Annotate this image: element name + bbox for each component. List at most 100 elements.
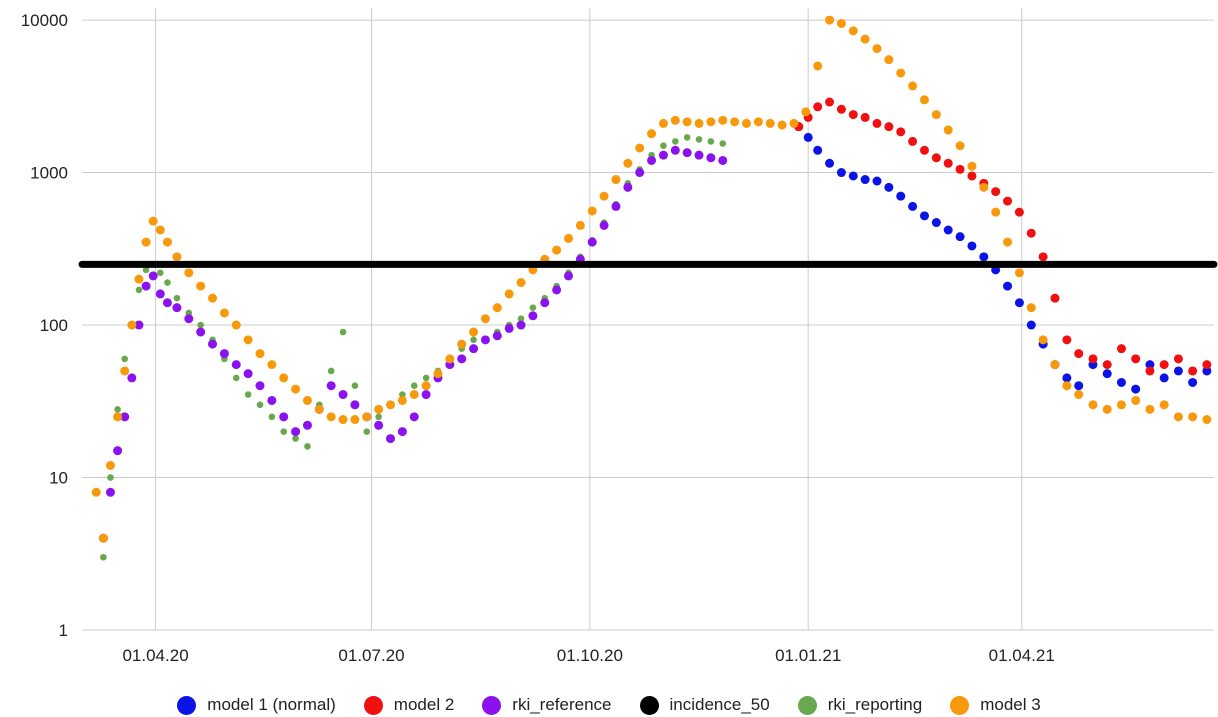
legend-item[interactable]: rki_reference	[482, 695, 612, 715]
data-point	[504, 323, 514, 333]
data-point	[860, 34, 870, 44]
data-point	[1145, 360, 1155, 370]
data-point	[967, 241, 977, 251]
data-point	[967, 171, 977, 181]
data-point	[326, 412, 336, 422]
data-point	[516, 320, 526, 330]
data-point	[955, 164, 965, 174]
data-point	[825, 97, 835, 107]
data-point	[896, 127, 906, 137]
data-point	[1159, 400, 1169, 410]
data-point	[421, 381, 431, 391]
data-point	[148, 271, 158, 281]
data-point	[409, 390, 419, 400]
data-point	[1102, 404, 1112, 414]
data-point	[1074, 381, 1084, 391]
data-point	[1202, 415, 1212, 425]
x-tick-label: 01.01.21	[775, 646, 841, 665]
x-tick-label: 01.10.20	[557, 646, 623, 665]
data-point	[682, 148, 692, 158]
legend-item[interactable]: model 1 (normal)	[177, 695, 336, 715]
data-point	[279, 373, 289, 383]
data-point	[141, 281, 151, 291]
data-point	[351, 382, 359, 390]
data-point	[279, 412, 289, 422]
data-point	[121, 355, 129, 363]
data-point	[255, 381, 265, 391]
data-point	[765, 118, 775, 128]
legend-item[interactable]: model 3	[950, 695, 1041, 715]
data-point	[1014, 268, 1024, 278]
data-point	[1014, 207, 1024, 217]
data-point	[127, 373, 137, 383]
data-point	[135, 286, 143, 294]
data-point	[563, 233, 573, 243]
data-point	[706, 153, 716, 163]
data-point	[1062, 373, 1072, 383]
data-point	[504, 289, 514, 299]
data-point	[386, 434, 396, 444]
data-point	[516, 278, 526, 288]
legend-item[interactable]: incidence_50	[639, 695, 770, 715]
data-point	[623, 158, 633, 168]
data-point	[480, 314, 490, 324]
data-point	[1202, 366, 1212, 376]
data-point	[120, 366, 130, 376]
data-point	[884, 122, 894, 132]
data-point	[1116, 377, 1126, 387]
data-point	[267, 395, 277, 405]
data-point	[184, 314, 194, 324]
data-point	[350, 400, 360, 410]
data-point	[291, 384, 301, 394]
data-point	[825, 158, 835, 168]
legend-marker	[797, 695, 817, 715]
legend-item[interactable]: rki_reporting	[797, 695, 922, 715]
data-point	[647, 155, 657, 165]
y-axis-ticks: 1 10 100 1000 10000	[21, 11, 68, 640]
data-point	[386, 400, 396, 410]
legend: model 1 (normal) model 2 rki_reference inci…	[0, 693, 1218, 717]
data-point	[421, 390, 431, 400]
data-point	[623, 182, 633, 192]
data-point	[105, 487, 115, 497]
data-point	[374, 404, 384, 414]
data-point	[231, 320, 241, 330]
data-point	[292, 435, 299, 442]
y-tick-label: 1	[59, 621, 68, 640]
data-point	[825, 15, 835, 25]
data-point	[813, 145, 823, 155]
data-point	[164, 279, 171, 286]
data-point	[718, 115, 728, 125]
series-model-1-normal-	[794, 122, 1212, 394]
legend-item[interactable]: model 2	[363, 695, 454, 715]
data-point	[836, 104, 846, 114]
data-point	[789, 118, 799, 128]
data-point	[635, 168, 645, 178]
data-point	[208, 293, 218, 303]
grid-lines	[82, 8, 1214, 631]
data-point	[884, 182, 894, 192]
data-point	[231, 360, 241, 370]
data-point	[528, 311, 538, 321]
data-point	[302, 395, 312, 405]
data-point	[232, 374, 240, 382]
legend-label: incidence_50	[669, 695, 770, 714]
data-point	[1102, 369, 1112, 379]
data-point	[1202, 360, 1212, 370]
data-point	[280, 428, 288, 435]
data-point	[157, 269, 164, 277]
data-point	[552, 285, 562, 295]
series-model-3	[91, 15, 1212, 543]
data-point	[919, 145, 929, 155]
legend-marker	[177, 695, 197, 715]
data-point	[658, 150, 668, 160]
y-tick-label: 100	[40, 316, 68, 335]
series-rki-reporting	[100, 134, 727, 561]
series-rki-reference	[98, 145, 728, 543]
data-point	[955, 141, 965, 151]
data-point	[931, 110, 941, 120]
x-tick-label: 01.07.20	[338, 646, 404, 665]
data-point	[1003, 237, 1013, 247]
data-point	[813, 61, 823, 71]
data-point	[706, 117, 716, 127]
